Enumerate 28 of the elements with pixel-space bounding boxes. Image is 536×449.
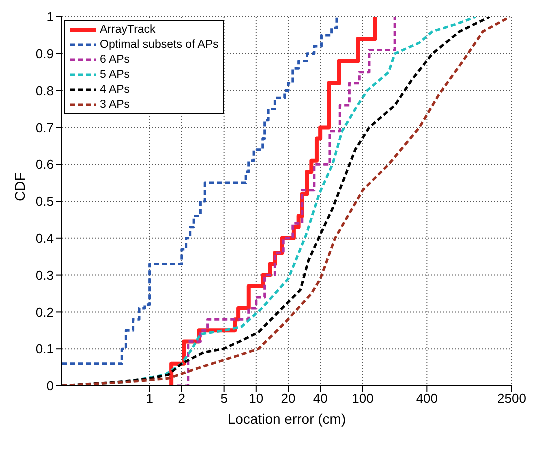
legend-label: 3 APs	[100, 98, 130, 110]
x-tick-label: 1	[146, 391, 154, 406]
x-tick-label: 20	[281, 391, 296, 406]
x-tick-label: 400	[416, 391, 438, 406]
legend-label: 6 APs	[100, 54, 130, 66]
y-tick-label: 0.2	[36, 304, 54, 320]
y-tick-label: 0.8	[36, 83, 54, 98]
x-tick-label: 2500	[498, 391, 526, 406]
y-tick-label: 0.4	[36, 231, 54, 246]
x-tick-label: 5	[220, 391, 228, 406]
y-tick-label: 1	[46, 10, 54, 25]
y-axis-title: CDF	[12, 172, 28, 202]
x-axis-title: Location error (cm)	[228, 411, 346, 427]
y-tick-label: 0.9	[36, 46, 54, 62]
legend-label: 4 APs	[100, 84, 130, 96]
y-tick-label: 0.3	[36, 268, 54, 283]
x-tick-label: 2	[178, 391, 186, 406]
y-tick-label: 0.6	[36, 157, 54, 172]
y-tick-label: 0.5	[36, 194, 54, 210]
legend-label: 5 APs	[100, 68, 130, 80]
legend-label: Optimal subsets of APs	[100, 38, 219, 50]
x-tick-label: 10	[249, 391, 264, 406]
y-tick-label: 0.1	[36, 342, 54, 357]
x-tick-label: 40	[313, 391, 328, 406]
y-tick-label: 0.7	[36, 120, 54, 136]
x-tick-label: 100	[352, 391, 374, 406]
legend-label: ArrayTrack	[100, 24, 156, 36]
y-tick-label: 0	[46, 378, 54, 394]
